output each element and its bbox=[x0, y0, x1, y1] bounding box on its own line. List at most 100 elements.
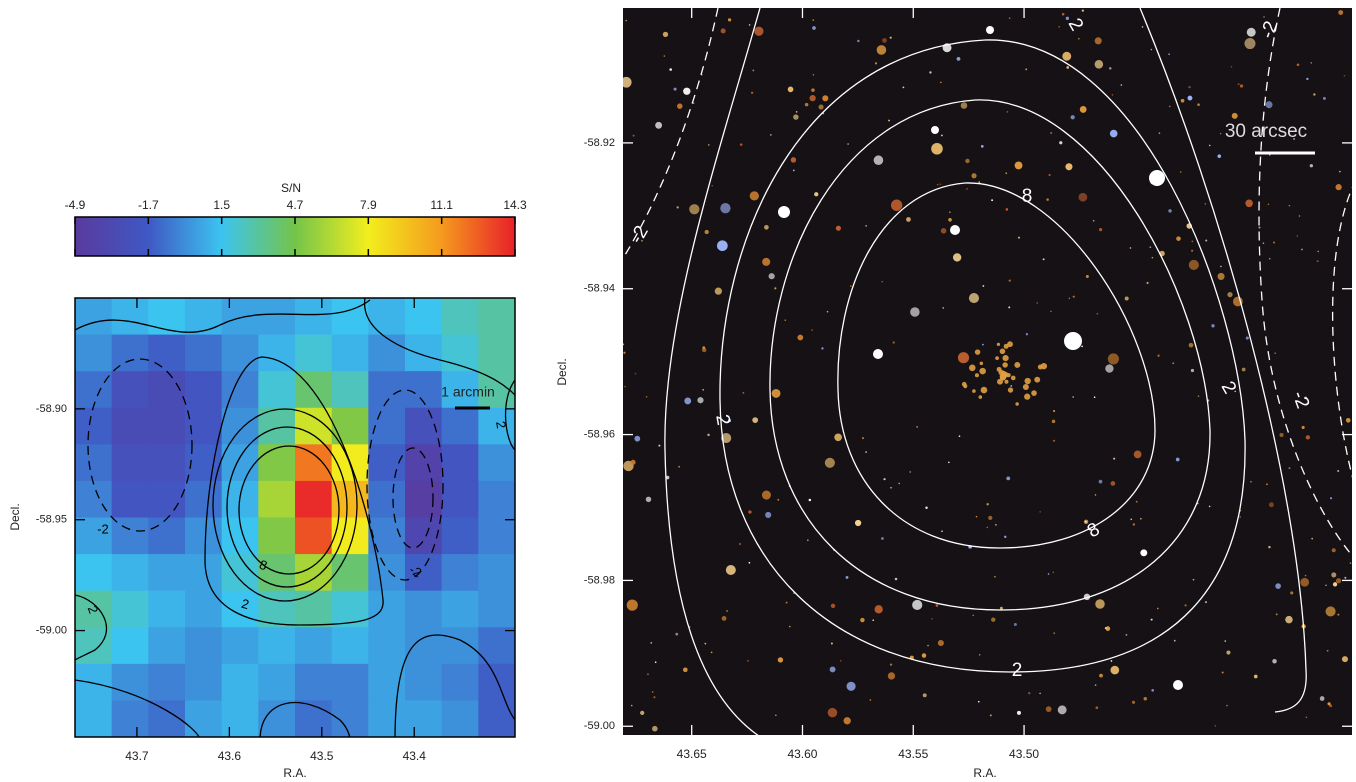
heatmap-cell bbox=[478, 480, 515, 519]
scale-label: 30 arcsec bbox=[1225, 121, 1307, 142]
heatmap-cell bbox=[478, 298, 515, 336]
star bbox=[980, 145, 984, 148]
x-axis-label: R.A. bbox=[973, 766, 996, 780]
star bbox=[655, 121, 663, 129]
y-tick-label: -59.00 bbox=[36, 624, 67, 636]
star bbox=[1150, 48, 1153, 51]
heatmap-cell bbox=[331, 627, 369, 665]
star bbox=[1319, 696, 1325, 701]
star bbox=[663, 55, 666, 57]
heatmap-cell bbox=[441, 371, 479, 409]
heatmap-cell bbox=[111, 371, 149, 409]
star bbox=[1275, 613, 1278, 616]
star bbox=[940, 81, 942, 84]
heatmap-cell bbox=[148, 480, 186, 519]
y-tick-label: -58.90 bbox=[36, 403, 67, 415]
x-axis-label: R.A. bbox=[283, 766, 306, 780]
star bbox=[1065, 163, 1073, 171]
star bbox=[1330, 497, 1333, 500]
heatmap-cell bbox=[111, 627, 149, 665]
star bbox=[1014, 161, 1023, 170]
star bbox=[982, 343, 984, 346]
star bbox=[1105, 364, 1114, 373]
y-tick-label: -58.92 bbox=[584, 137, 615, 149]
star bbox=[651, 691, 654, 693]
heatmap-cell bbox=[148, 554, 186, 592]
star bbox=[921, 653, 927, 658]
heatmap-cell bbox=[221, 700, 259, 737]
star bbox=[697, 397, 704, 404]
contour-label: 8 bbox=[1022, 186, 1033, 207]
heatmap-cell bbox=[148, 663, 186, 702]
heatmap-cell bbox=[258, 627, 296, 665]
star bbox=[1211, 324, 1215, 328]
star bbox=[1258, 226, 1261, 229]
star bbox=[1004, 535, 1007, 539]
x-tick-label: 43.55 bbox=[898, 747, 928, 761]
star bbox=[906, 217, 911, 222]
star bbox=[1036, 302, 1039, 304]
star bbox=[1273, 241, 1276, 244]
star bbox=[808, 498, 812, 502]
heatmap-cell bbox=[148, 407, 186, 445]
star bbox=[882, 38, 887, 43]
star bbox=[812, 26, 816, 30]
star bbox=[912, 599, 923, 611]
star bbox=[809, 94, 816, 102]
star bbox=[797, 334, 804, 341]
star bbox=[1104, 627, 1107, 629]
star bbox=[1204, 601, 1207, 604]
x-tick-label: 43.50 bbox=[1009, 747, 1039, 761]
star bbox=[676, 206, 679, 209]
star bbox=[874, 605, 883, 614]
heatmap-cell bbox=[368, 663, 406, 702]
star bbox=[1079, 106, 1087, 113]
star bbox=[968, 293, 980, 304]
star bbox=[1335, 578, 1342, 584]
star bbox=[774, 287, 777, 290]
heatmap-cell bbox=[478, 444, 515, 482]
contour-label: 8 bbox=[257, 557, 269, 574]
star bbox=[645, 496, 652, 503]
star bbox=[1141, 26, 1144, 28]
star bbox=[1143, 697, 1148, 701]
star bbox=[1317, 250, 1320, 253]
star bbox=[937, 639, 944, 647]
star bbox=[873, 349, 883, 359]
star bbox=[902, 86, 905, 89]
star bbox=[1325, 584, 1327, 587]
star bbox=[994, 575, 996, 578]
star bbox=[940, 228, 947, 234]
star bbox=[980, 386, 988, 394]
y-tick-label: -58.98 bbox=[584, 574, 615, 586]
star bbox=[834, 433, 843, 442]
star bbox=[1098, 479, 1103, 484]
star bbox=[707, 144, 710, 146]
star bbox=[1344, 576, 1347, 579]
star bbox=[1262, 242, 1265, 244]
star bbox=[1227, 291, 1233, 298]
star bbox=[1301, 248, 1303, 251]
star bbox=[1110, 660, 1113, 662]
star bbox=[1306, 399, 1309, 402]
star bbox=[1168, 209, 1172, 213]
star bbox=[1301, 425, 1305, 429]
heatmap-cell bbox=[258, 407, 296, 445]
star bbox=[748, 510, 752, 514]
star bbox=[1094, 60, 1104, 69]
heatmap-cell bbox=[478, 334, 515, 372]
heatmap-cell bbox=[148, 334, 186, 372]
star bbox=[1217, 272, 1225, 281]
star bbox=[623, 343, 625, 346]
star bbox=[1268, 502, 1274, 508]
star bbox=[1332, 582, 1338, 587]
heatmap-cell bbox=[185, 554, 223, 592]
star bbox=[1131, 700, 1136, 704]
star bbox=[1092, 219, 1095, 222]
star bbox=[1010, 384, 1013, 387]
star bbox=[1022, 384, 1029, 391]
star bbox=[720, 203, 731, 214]
star bbox=[935, 604, 939, 607]
star bbox=[720, 28, 726, 34]
heatmap-cell bbox=[221, 590, 259, 628]
